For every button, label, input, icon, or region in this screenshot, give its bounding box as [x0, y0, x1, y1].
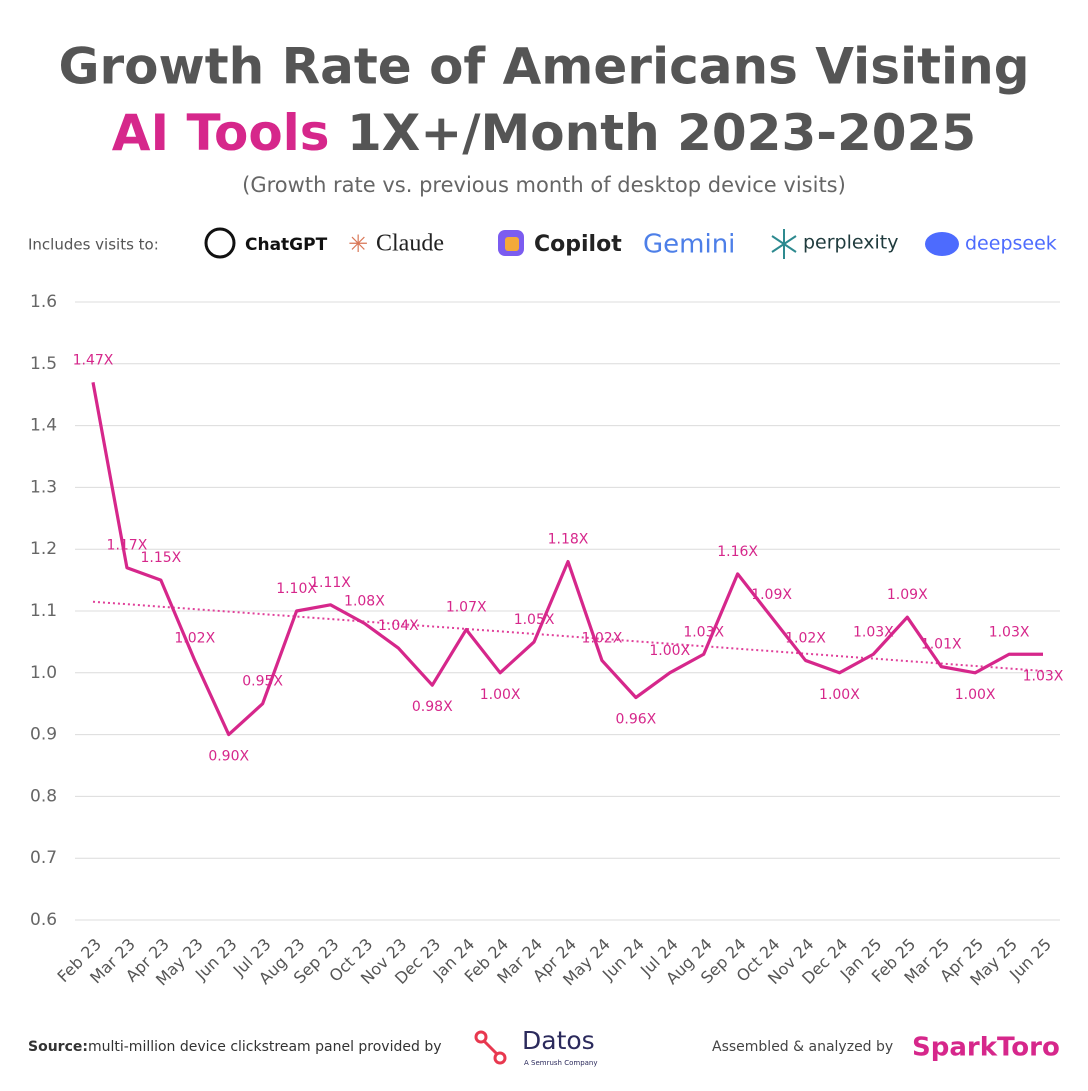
data-label: 0.95X: [242, 674, 283, 690]
data-label: 1.04X: [378, 618, 419, 634]
data-label: 1.00X: [955, 687, 996, 703]
data-label: 1.03X: [1023, 668, 1064, 684]
data-label: 1.09X: [887, 587, 928, 603]
y-tick-label: 1.6: [30, 292, 57, 312]
brand: deepseek: [965, 233, 1057, 255]
y-tick-label: 1.4: [30, 416, 57, 436]
brand: Gemini: [643, 230, 735, 260]
line-series: [91, 382, 1043, 737]
deepseek-icon: [925, 232, 959, 256]
perplexity-icon: [771, 229, 797, 259]
brand: ChatGPT: [245, 235, 328, 255]
data-label: 1.47X: [73, 352, 114, 368]
data-label: 1.00X: [819, 687, 860, 703]
datos-icon: [482, 1039, 499, 1056]
data-label: 1.15X: [140, 550, 181, 566]
includes-label: Includes visits to:: [28, 236, 159, 254]
data-label: 1.01X: [921, 637, 962, 653]
y-tick-label: 0.7: [30, 848, 57, 868]
datos-sub: A Semrush Company: [524, 1059, 598, 1067]
brand: Copilot: [534, 232, 622, 257]
data-label: 1.18X: [548, 532, 589, 548]
datos-icon: [493, 1051, 507, 1065]
data-label: 1.00X: [480, 687, 521, 703]
y-tick-label: 1.2: [30, 539, 57, 559]
data-label: 1.07X: [446, 600, 487, 616]
y-tick-label: 1.1: [30, 601, 57, 621]
chart-title: Growth Rate of Americans Visiting: [58, 38, 1029, 96]
data-label: 1.11X: [310, 575, 351, 591]
data-label: 1.03X: [989, 624, 1030, 640]
brand: Claude: [376, 231, 444, 257]
y-tick-label: 0.9: [30, 725, 57, 745]
y-tick-label: 0.8: [30, 786, 57, 806]
y-tick-label: 1.3: [30, 477, 57, 497]
y-tick-label: 1.5: [30, 354, 57, 374]
brand-list: ChatGPT ✳ Claude Copilot Gemini perplexi…: [204, 227, 1057, 260]
data-label: 1.10X: [276, 581, 317, 597]
source: Source:multi-million device clickstream …: [28, 1039, 442, 1055]
data-label: 1.02X: [174, 630, 215, 646]
assembled: Assembled & analyzed by: [712, 1039, 893, 1055]
y-tick-label: 0.6: [30, 910, 57, 930]
chart-title: AI Tools 1X+/Month 2023-2025: [112, 104, 976, 162]
brand: perplexity: [803, 232, 898, 254]
data-label: 1.09X: [751, 587, 792, 603]
y-tick-label: 1.0: [30, 663, 57, 683]
data-label: 0.90X: [208, 749, 249, 765]
datos-icon: [474, 1030, 488, 1044]
data-label: 1.03X: [853, 624, 894, 640]
data-label: 1.17X: [107, 538, 148, 554]
claude-icon: ✳: [348, 230, 368, 258]
chatgpt-icon: [204, 227, 236, 259]
subtitle: (Growth rate vs. previous month of deskt…: [242, 173, 846, 197]
data-label: 1.00X: [649, 643, 690, 659]
source-label: Source:: [28, 1039, 88, 1055]
title-rest: 1X+/Month 2023-2025: [347, 104, 976, 162]
data-label: 1.03X: [683, 624, 724, 640]
copilot-icon: [505, 237, 519, 251]
data-label: 1.02X: [785, 630, 826, 646]
data-label: 1.05X: [514, 612, 555, 628]
datos: Datos: [522, 1026, 595, 1055]
data-label: 0.98X: [412, 699, 453, 715]
data-label: 1.08X: [344, 593, 385, 609]
sparktoro: SparkToro: [912, 1033, 1060, 1063]
datos-logo: [474, 1030, 507, 1065]
data-label: 1.02X: [582, 630, 623, 646]
title-highlight: AI Tools: [112, 104, 330, 162]
data-label: 1.16X: [717, 544, 758, 560]
data-label: 0.96X: [615, 712, 656, 728]
trendline: [92, 600, 1044, 672]
source-text: multi-million device clickstream panel p…: [88, 1039, 442, 1055]
